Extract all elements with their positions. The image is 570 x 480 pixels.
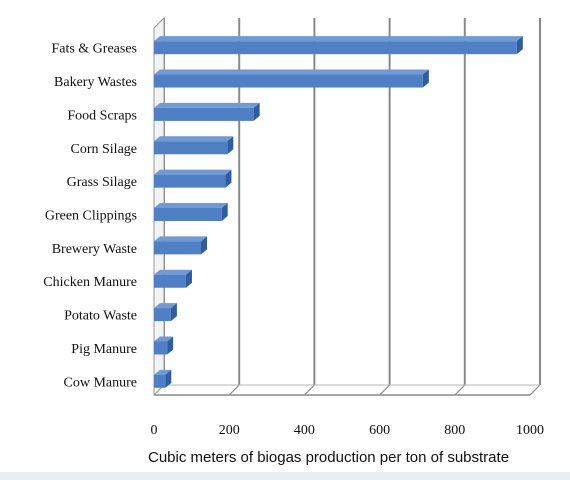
bar-side [185, 269, 192, 288]
floor-line [529, 384, 541, 396]
bar-top [154, 36, 523, 42]
floor-line [303, 384, 315, 396]
bar-top [154, 336, 174, 342]
bar-side [516, 36, 523, 55]
bar [154, 41, 517, 55]
bottom-strip [0, 472, 570, 480]
bar-top [154, 102, 260, 108]
bar-side [167, 336, 174, 355]
category-label: Bakery Wastes [54, 75, 137, 90]
bar [154, 374, 166, 388]
bar-side [165, 369, 172, 388]
category-label: Fats & Greases [51, 42, 137, 57]
x-tick-label: 1000 [516, 423, 544, 438]
bar-side [225, 169, 232, 188]
x-tick-label: 400 [294, 423, 315, 438]
bar [154, 141, 228, 155]
bar-top [154, 369, 172, 375]
floor-line [379, 384, 391, 396]
bar-side [422, 69, 429, 88]
bar-side [221, 203, 228, 221]
bar [154, 208, 222, 221]
bar-top [154, 136, 234, 142]
bar-top [154, 203, 228, 208]
category-label: Green Clippings [45, 209, 137, 224]
bar [154, 341, 168, 355]
category-label: Potato Waste [64, 309, 137, 324]
x-tick-label: 0 [151, 423, 158, 438]
bar-top [154, 169, 232, 175]
bar-side [201, 236, 207, 255]
bar-side [227, 136, 234, 155]
bar-top [154, 269, 192, 275]
category-label: Corn Silage [71, 142, 138, 157]
category-label: Cow Manure [64, 375, 138, 390]
floor-line [228, 384, 240, 396]
bar-side [253, 102, 260, 121]
category-label: Grass Silage [67, 175, 137, 190]
bar [154, 74, 423, 88]
bar-chart: Fats & Greases Bakery Wastes Food Scraps Co… [43, 16, 544, 438]
bar-top [154, 303, 177, 309]
category-label: Food Scraps [67, 108, 137, 123]
bar [154, 174, 226, 188]
bar [154, 274, 186, 288]
category-label: Chicken Manure [43, 275, 137, 290]
bar [154, 241, 201, 255]
bar-top [154, 69, 429, 75]
x-tick-label: 600 [369, 423, 390, 438]
category-label: Brewery Waste [52, 242, 137, 257]
category-label: Pig Manure [71, 342, 137, 357]
x-axis-label: Cubic meters of biogas production per to… [148, 449, 510, 466]
bar [154, 308, 171, 322]
bar-top [154, 236, 207, 242]
x-tick-label: 200 [219, 423, 240, 438]
bar-side [170, 303, 177, 322]
x-tick-label: 800 [444, 423, 465, 438]
bar [154, 107, 254, 121]
floor-line [454, 384, 466, 396]
